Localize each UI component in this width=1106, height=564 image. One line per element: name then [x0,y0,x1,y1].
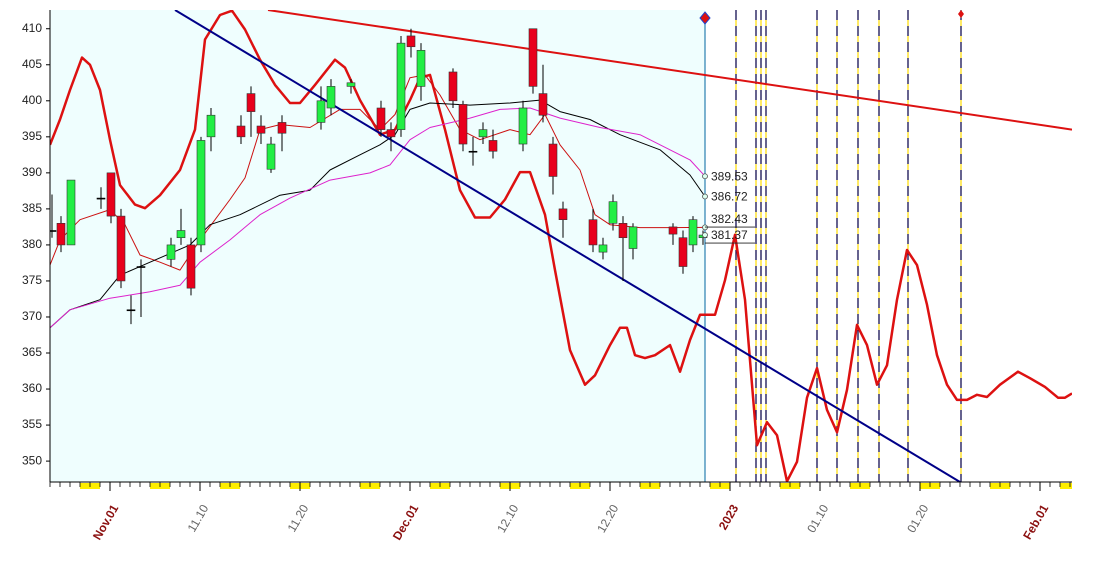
candle-body [386,129,396,138]
candle-body [346,82,356,87]
y-tick-label: 375 [22,273,42,287]
y-tick-label: 385 [22,201,42,215]
candle-body [256,125,266,134]
weekend-strip [1060,483,1072,489]
x-tick-label: 12.10 [494,502,521,535]
candle-body [478,129,488,138]
candle-body [598,244,608,253]
candle-body [668,226,678,235]
y-tick-label: 350 [22,453,42,467]
y-tick-label: 405 [22,57,42,71]
candle-body [116,215,126,282]
last-value-dot [702,173,708,180]
last-value-dot [702,193,708,200]
x-tick-label: 11.20 [285,502,312,535]
indicator-line [50,107,706,329]
y-tick-label: 390 [22,165,42,179]
candle-body [468,150,478,153]
candle-body [688,219,698,246]
candle-body [448,71,458,102]
trend-line [174,10,961,482]
candle-body [406,35,416,48]
candle-body [206,114,216,138]
last-value-label: 381.37 [711,228,748,242]
plot-area [50,10,1072,482]
candle-body [628,226,638,249]
candle-body [588,219,598,246]
candle-body [246,93,256,112]
y-tick-label: 365 [22,345,42,359]
candle-body [236,125,246,138]
candle-body [548,143,558,177]
last-value-label: 386.72 [711,190,748,204]
candle-body [326,86,336,109]
candle-body [50,230,57,232]
indicator-line [50,99,706,329]
candle-body [458,104,468,145]
candle-body [538,93,548,116]
candle-body [277,122,287,134]
y-tick-label: 400 [22,93,42,107]
candle-body [376,107,386,130]
candle-body [96,197,106,200]
x-tick-label: Feb.01 [1020,502,1051,542]
candle-body [488,140,498,152]
candle-body [608,201,618,224]
candle-body [136,266,146,268]
indicator-line [50,10,1072,482]
candle-body [518,107,528,145]
background-layer [50,10,705,482]
candle-body [416,50,426,87]
candle-body [166,244,176,260]
y-tick-label: 380 [22,237,42,251]
y-tick-label: 355 [22,417,42,431]
x-tick-label: 01.10 [804,502,831,535]
now-marker [699,11,711,25]
candle-body [126,309,136,312]
x-tick-label: 01.20 [904,502,931,535]
candle-body [558,208,568,220]
x-tick-label: Nov.01 [90,502,122,543]
candle-body [528,28,538,87]
last-value-dot [702,232,708,238]
last-value-label: 382.43 [711,212,748,226]
candle-body [678,237,688,267]
x-tick-label: 12.20 [594,502,621,535]
history-background [50,10,705,482]
x-tick-label: 11.10 [185,502,212,535]
trend-line [267,10,1072,131]
candle-body [176,230,186,239]
candle-body [56,223,66,246]
candle-body [196,140,206,246]
y-tick-label: 370 [22,309,42,323]
last-value-label: 389.53 [711,169,748,183]
x-tick-label: Dec.01 [390,502,422,543]
candle-body [186,244,196,289]
y-tick-label: 395 [22,129,42,143]
candle-body [106,172,116,217]
candle-body [66,179,76,246]
y-tick-label: 360 [22,381,42,395]
candle-body [396,42,406,130]
candle-body [316,100,326,123]
y-tick-label: 410 [22,21,42,35]
candle-body [618,223,628,239]
x-tick-label: 2023 [716,502,742,532]
candle-body [266,143,276,170]
cycle-marker [958,10,964,18]
